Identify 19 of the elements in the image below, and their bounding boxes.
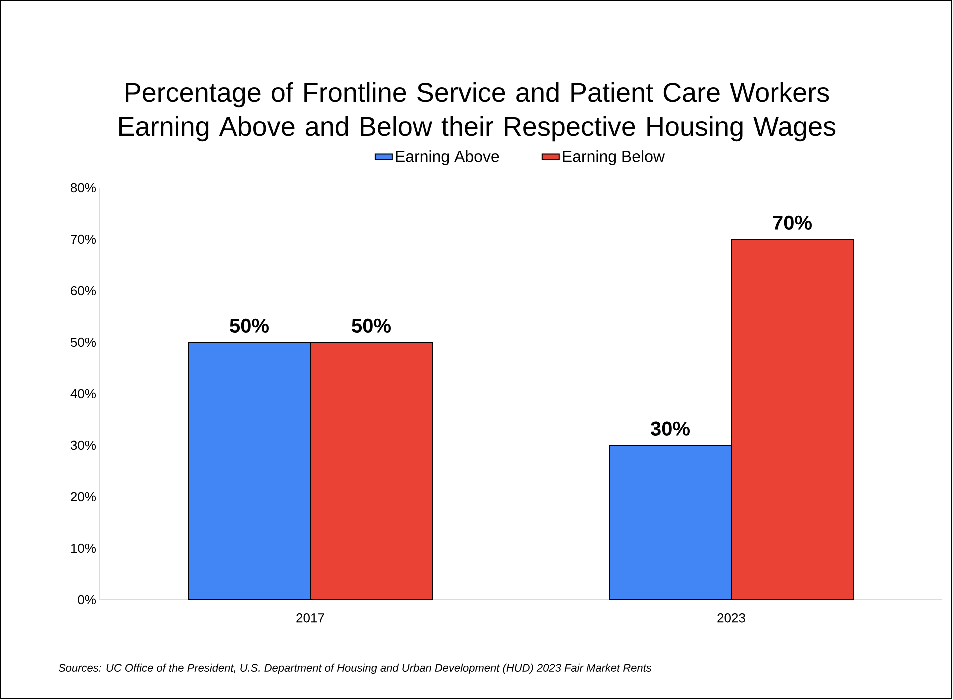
source-note: Sources: UC Office of the President, U.S. Department of Housing and Urban Development (HUD) 2023 Fair Market Rents <box>58 664 652 674</box>
y-tick-label: 60% <box>71 286 96 296</box>
y-tick-label: 20% <box>71 492 96 502</box>
data-label: 50% <box>230 318 269 333</box>
data-label: 30% <box>650 422 690 436</box>
y-tick-label: 70% <box>71 234 96 244</box>
data-label: 50% <box>352 318 391 333</box>
y-tick-label: 10% <box>71 544 96 554</box>
x-tick-label: 2017 <box>296 614 324 623</box>
y-tick-label: 50% <box>70 338 96 348</box>
chart-title: Percentage of Frontline Service and Patient Care Workers Earning Above and Below their Respective Housing Wages <box>120 82 836 142</box>
legend-label: Earning Below <box>563 150 666 166</box>
y-tick-label: 30% <box>70 440 96 450</box>
y-tick-label: 0% <box>78 595 96 605</box>
x-tick-label: 2023 <box>718 614 746 623</box>
legend-label: Earning Above <box>396 150 500 166</box>
y-tick-label: 80% <box>71 183 96 193</box>
data-label: 70% <box>773 216 812 230</box>
y-tick-label: 40% <box>70 389 96 399</box>
